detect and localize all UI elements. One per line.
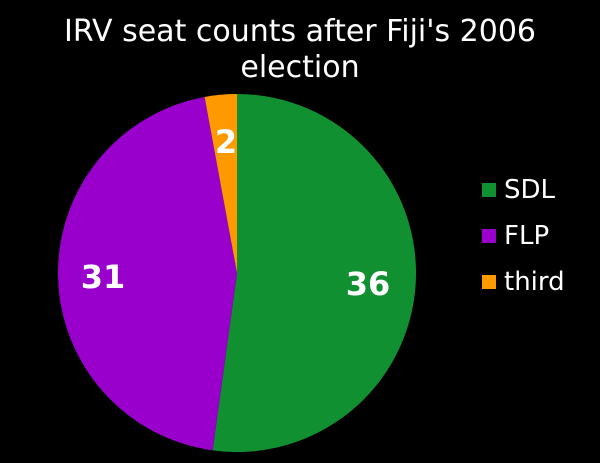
legend-label-sdl: SDL	[504, 175, 556, 205]
legend-label-flp: FLP	[504, 221, 550, 251]
legend-item-sdl: SDL	[482, 176, 565, 204]
legend: SDL FLP third	[482, 176, 565, 314]
chart-title: IRV seat counts after Fiji's 2006 electi…	[63, 14, 537, 85]
legend-swatch-third	[482, 275, 496, 289]
data-label-sdl: 36	[346, 265, 391, 303]
data-label-flp: 31	[81, 258, 126, 296]
legend-swatch-sdl	[482, 183, 496, 197]
legend-item-third: third	[482, 268, 565, 296]
pie-slice-third	[204, 94, 237, 273]
legend-swatch-flp	[482, 229, 496, 243]
legend-item-flp: FLP	[482, 222, 565, 250]
data-label-third: 2	[215, 123, 237, 161]
pie-slice-sdl	[212, 94, 417, 452]
pie-slice-flp	[58, 96, 238, 451]
legend-label-third: third	[504, 267, 565, 297]
